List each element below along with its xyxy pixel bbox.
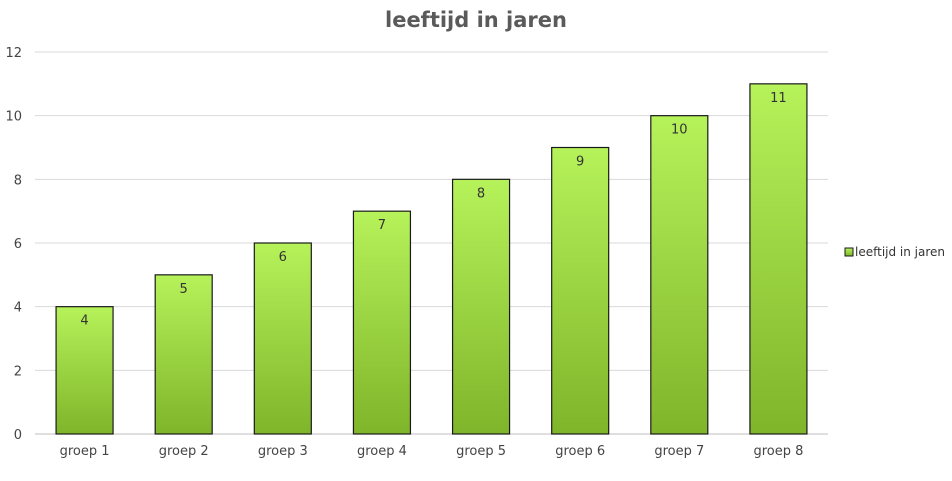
- x-tick-label: groep 3: [258, 444, 308, 459]
- bar-groep-7[interactable]: [650, 115, 709, 435]
- y-tick-label: 10: [5, 110, 22, 125]
- data-label: 6: [279, 250, 287, 265]
- x-tick-label: groep 8: [753, 444, 803, 459]
- bar-groep-6[interactable]: [551, 146, 610, 435]
- gridlines: [35, 51, 828, 435]
- x-tick-label: groep 5: [456, 444, 506, 459]
- x-tick-label: groep 6: [555, 444, 605, 459]
- data-label: 11: [770, 91, 787, 106]
- y-tick-label: 2: [14, 364, 22, 379]
- bar-groep-3[interactable]: [253, 242, 312, 435]
- x-tick-label: groep 1: [60, 444, 110, 459]
- x-tick-label: groep 7: [654, 444, 704, 459]
- data-label: 4: [80, 314, 88, 329]
- y-tick-label: 4: [14, 301, 22, 316]
- legend-label: leeftijd in jaren: [855, 245, 945, 259]
- data-label: 7: [378, 218, 386, 233]
- y-tick-label: 12: [5, 46, 22, 61]
- y-tick-label: 8: [14, 173, 22, 188]
- bar-groep-2[interactable]: [154, 274, 213, 435]
- data-label: 10: [671, 123, 688, 138]
- data-label: 5: [180, 282, 188, 297]
- x-tick-label: groep 2: [159, 444, 209, 459]
- legend[interactable]: leeftijd in jaren: [844, 245, 945, 259]
- legend-swatch: [844, 247, 854, 257]
- data-label: 8: [477, 186, 485, 201]
- bar-groep-4[interactable]: [352, 210, 412, 435]
- y-tick-label: 6: [14, 237, 22, 252]
- bar-groep-8[interactable]: [749, 83, 808, 435]
- chart-title: leeftijd in jaren: [385, 8, 567, 32]
- axis-labels: 0 2 4 6 8 10 12 4 groep 1 5 groep 2 6 groep 3 7 groep …: [5, 46, 803, 459]
- y-tick-label: 0: [14, 428, 22, 443]
- data-label: 9: [576, 155, 584, 170]
- bar-groep-1[interactable]: [55, 306, 114, 435]
- bar-groep-5[interactable]: [451, 178, 511, 435]
- bars: [55, 83, 808, 435]
- x-tick-label: groep 4: [357, 444, 407, 459]
